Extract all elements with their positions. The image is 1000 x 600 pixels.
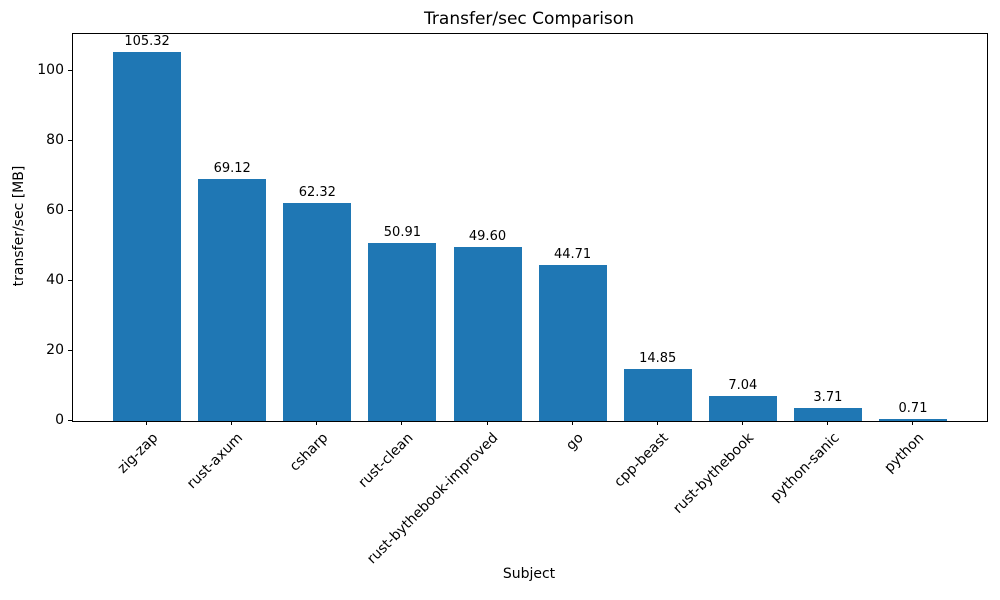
plot-area: 105.32 69.12 62.32 50.91 49.60 44.71 14.85 7.04… [72, 33, 988, 422]
x-tick-mark [231, 421, 233, 425]
x-tick-mark [146, 421, 148, 425]
bar-python [879, 418, 947, 421]
y-tick-mark [68, 140, 72, 142]
bar-python-sanic [793, 408, 862, 421]
y-tick-mark [68, 280, 72, 282]
bar-value-label: 0.71 [898, 400, 928, 416]
x-tick-label-rust-bythebook: rust-bythebook [670, 430, 758, 517]
y-tick-mark [68, 70, 72, 72]
bar-rust-clean [368, 242, 437, 421]
x-tick-label-python: python [881, 430, 928, 476]
bar-value-label: 7.04 [728, 378, 758, 394]
x-tick-label-csharp: csharp [287, 430, 332, 475]
y-tick-label-40: 40 [46, 272, 64, 289]
x-tick-mark [741, 421, 743, 425]
x-tick-mark [656, 421, 658, 425]
x-tick-label-python-sanic: python-sanic [767, 430, 843, 506]
y-tick-label-20: 20 [46, 342, 64, 359]
y-tick-label-60: 60 [46, 202, 64, 219]
bar-value-label: 14.85 [639, 351, 677, 367]
y-tick-mark [68, 350, 72, 352]
y-axis-label: transfer/sec [MB] [11, 165, 27, 287]
x-tick-label-rust-axum: rust-axum [184, 430, 247, 493]
y-tick-label-80: 80 [46, 132, 64, 149]
x-tick-label-cpp-beast: cpp-beast [611, 430, 673, 491]
chart-title: Transfer/sec Comparison [424, 9, 634, 29]
x-tick-mark [401, 421, 403, 425]
y-tick-mark [68, 420, 72, 421]
x-tick-mark [826, 421, 828, 425]
bar-value-label: 3.71 [813, 390, 843, 406]
x-axis-label: Subject [502, 566, 556, 582]
bar-value-label: 105.32 [124, 34, 170, 50]
x-tick-mark [912, 421, 913, 425]
x-tick-mark [571, 421, 573, 425]
y-tick-mark [68, 210, 72, 212]
y-tick-label-0: 0 [55, 412, 64, 428]
bar-rust-bythebook-improved [453, 247, 522, 421]
x-tick-label-rust-clean: rust-clean [355, 430, 417, 491]
x-tick-mark [316, 421, 318, 425]
bar-value-label: 50.91 [383, 224, 421, 240]
bar-zig-zap [113, 52, 182, 421]
x-tick-label-go: go [563, 430, 587, 454]
bar-value-label: 69.12 [213, 161, 251, 177]
bar-rust-axum [198, 179, 267, 421]
bar-value-label: 44.71 [553, 246, 592, 262]
bar-rust-bythebook [708, 396, 777, 421]
bar-csharp [283, 202, 352, 421]
x-tick-mark [486, 421, 488, 425]
bar-value-label: 62.32 [298, 184, 336, 200]
y-tick-label-100: 100 [37, 62, 64, 79]
bar-go [538, 264, 607, 421]
bar-cpp-beast [623, 369, 692, 421]
bar-value-label: 49.60 [468, 229, 507, 245]
x-tick-label-zig-zap: zig-zap [114, 430, 162, 477]
